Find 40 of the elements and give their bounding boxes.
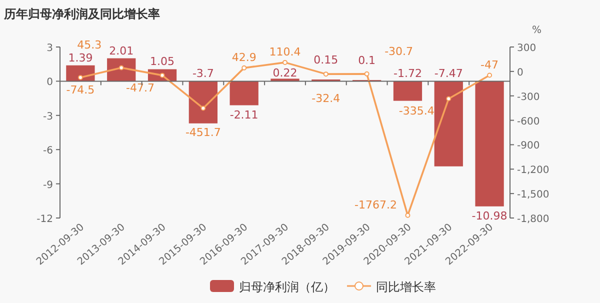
data-label: 0.15 — [314, 53, 338, 66]
y-tick-label: -9 — [43, 180, 53, 191]
data-label: -451.7 — [185, 126, 221, 140]
data-label: -74.5 — [66, 83, 95, 96]
y2-tick-label: -1,500 — [517, 190, 550, 201]
data-label: -10.98 — [472, 209, 508, 222]
y2-axis-title: % — [532, 25, 542, 36]
legend-label: 归母净利润（亿） — [239, 280, 335, 294]
data-label: 1.05 — [150, 55, 175, 68]
y2-tick-label: -1,800 — [517, 214, 550, 225]
chart-title: 历年归母净利润及同比增长率 — [3, 7, 160, 21]
data-label: -32.4 — [312, 92, 340, 106]
data-label: 0.22 — [272, 66, 298, 80]
data-label: -47.7 — [126, 81, 155, 94]
data-label: 110.4 — [269, 45, 301, 58]
data-label: -47 — [480, 58, 499, 72]
y2-tick-label: -300 — [517, 92, 540, 103]
data-label: -1767.2 — [354, 198, 397, 212]
data-label: -2.11 — [230, 108, 258, 122]
y2-tick-label: -1,200 — [517, 165, 550, 176]
data-label: 0.1 — [358, 54, 376, 68]
y2-tick-label: 300 — [517, 43, 536, 54]
y2-tick-label: 0 — [517, 67, 524, 78]
y-tick-label: -6 — [43, 146, 53, 157]
y2-tick-label: -600 — [517, 116, 540, 128]
data-label: -1.72 — [393, 67, 422, 80]
y-tick-label: -12 — [36, 214, 53, 225]
data-label: -7.47 — [434, 67, 463, 80]
data-label: -30.7 — [384, 44, 414, 58]
legend-label: 同比增长率 — [376, 280, 436, 294]
y-tick-label: -3 — [43, 111, 53, 122]
data-label: 42.9 — [232, 50, 256, 64]
y2-tick-label: -900 — [517, 140, 540, 152]
data-label: 2.01 — [109, 44, 134, 58]
data-label: 1.39 — [68, 51, 93, 64]
data-label: -3.7 — [192, 67, 214, 80]
y-tick-label: 0 — [46, 77, 53, 88]
data-label: -335.4 — [398, 104, 434, 118]
y-tick-label: 3 — [46, 43, 53, 54]
data-label: 45.3 — [77, 38, 102, 52]
